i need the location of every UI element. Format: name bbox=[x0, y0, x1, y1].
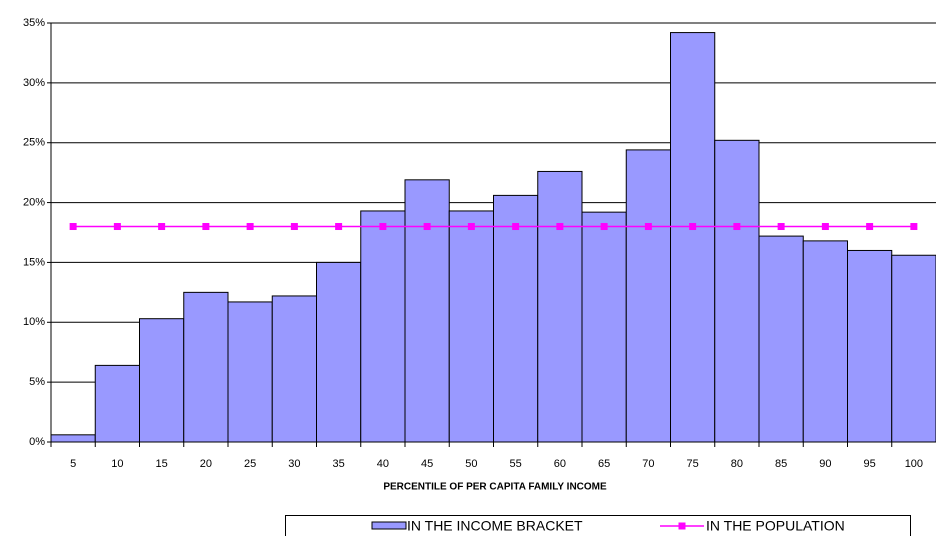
legend-marker bbox=[678, 522, 686, 530]
x-tick-label: 25 bbox=[244, 458, 256, 470]
x-tick-label: 45 bbox=[421, 458, 433, 470]
x-tick-label: 70 bbox=[642, 458, 654, 470]
bar bbox=[581, 211, 627, 443]
line-marker bbox=[600, 223, 608, 231]
y-tick-label: 5% bbox=[29, 376, 45, 388]
bar bbox=[139, 318, 185, 443]
line-marker bbox=[423, 223, 431, 231]
legend-swatch bbox=[371, 521, 407, 530]
x-tick-label: 80 bbox=[731, 458, 743, 470]
y-tick-label: 10% bbox=[23, 316, 45, 328]
x-tick-label: 65 bbox=[598, 458, 610, 470]
bar bbox=[404, 179, 450, 443]
line-marker bbox=[113, 223, 121, 231]
x-tick-label: 50 bbox=[465, 458, 477, 470]
line-marker bbox=[335, 223, 343, 231]
legend-label: IN THE POPULATION bbox=[706, 518, 845, 534]
line-marker bbox=[866, 223, 874, 231]
y-tick-label: 30% bbox=[23, 77, 45, 89]
x-axis-title: PERCENTILE OF PER CAPITA FAMILY INCOME bbox=[383, 482, 607, 493]
line-marker bbox=[821, 223, 829, 231]
line-marker bbox=[777, 223, 785, 231]
bar bbox=[625, 149, 671, 443]
bar bbox=[94, 364, 140, 443]
x-tick-label: 30 bbox=[288, 458, 300, 470]
x-tick-label: 75 bbox=[687, 458, 699, 470]
legend-label: IN THE INCOME BRACKET bbox=[407, 518, 583, 534]
line-marker bbox=[202, 223, 210, 231]
bar bbox=[670, 32, 716, 443]
bar bbox=[271, 295, 317, 443]
x-tick-label: 15 bbox=[156, 458, 168, 470]
bar bbox=[537, 170, 583, 443]
bar bbox=[758, 235, 804, 443]
x-tick-label: 100 bbox=[905, 458, 923, 470]
line-marker bbox=[379, 223, 387, 231]
x-tick-label: 60 bbox=[554, 458, 566, 470]
x-tick-label: 85 bbox=[775, 458, 787, 470]
bar bbox=[50, 434, 96, 443]
x-tick-label: 40 bbox=[377, 458, 389, 470]
line-marker bbox=[290, 223, 298, 231]
bar bbox=[183, 291, 229, 443]
bar bbox=[891, 254, 936, 443]
line-marker bbox=[69, 223, 77, 231]
x-tick-label: 35 bbox=[333, 458, 345, 470]
line-marker bbox=[910, 223, 918, 231]
bar bbox=[448, 210, 494, 443]
y-tick-label: 0% bbox=[29, 436, 45, 448]
x-tick-label: 10 bbox=[111, 458, 123, 470]
line-marker bbox=[158, 223, 166, 231]
bar bbox=[802, 240, 848, 443]
x-tick-label: 95 bbox=[864, 458, 876, 470]
y-tick-label: 15% bbox=[23, 256, 45, 268]
line-marker bbox=[733, 223, 741, 231]
line-marker bbox=[467, 223, 475, 231]
line-marker bbox=[246, 223, 254, 231]
x-tick-label: 90 bbox=[819, 458, 831, 470]
x-tick-label: 55 bbox=[510, 458, 522, 470]
line-marker bbox=[689, 223, 697, 231]
bar bbox=[316, 261, 362, 443]
line-marker bbox=[512, 223, 520, 231]
bar bbox=[227, 301, 273, 443]
bar bbox=[360, 210, 406, 443]
bar bbox=[847, 249, 893, 443]
bar bbox=[493, 194, 539, 443]
y-tick-label: 20% bbox=[23, 196, 45, 208]
bar bbox=[714, 139, 760, 443]
y-tick-label: 35% bbox=[23, 17, 45, 29]
line-marker bbox=[556, 223, 564, 231]
legend-box bbox=[285, 515, 911, 536]
y-tick-label: 25% bbox=[23, 137, 45, 149]
x-tick-label: 20 bbox=[200, 458, 212, 470]
line-marker bbox=[644, 223, 652, 231]
x-tick-label: 5 bbox=[70, 458, 76, 470]
